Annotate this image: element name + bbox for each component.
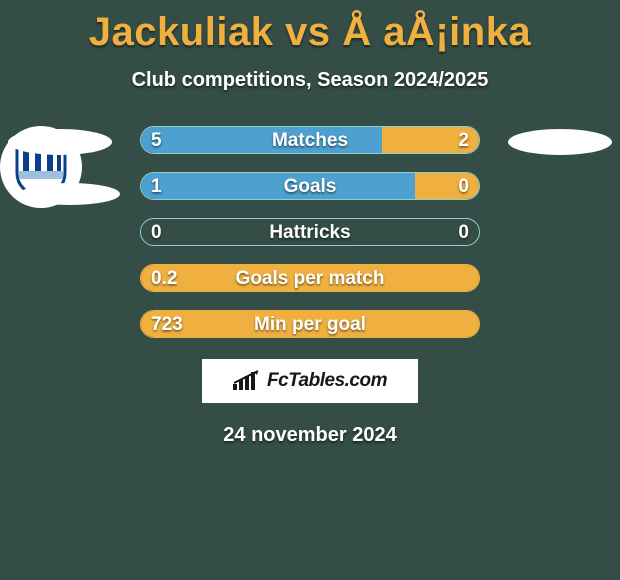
snapshot-date: 24 november 2024 xyxy=(0,424,620,447)
stat-fill-left xyxy=(141,311,479,337)
subtitle: Club competitions, Season 2024/2025 xyxy=(0,69,620,92)
bar-chart-icon xyxy=(233,370,261,392)
stat-row: 52Matches xyxy=(140,126,480,154)
stat-fill-right xyxy=(382,127,479,153)
page-title: Jackuliak vs Å aÅ¡inka xyxy=(0,0,620,55)
stat-row: 0.2Goals per match xyxy=(140,264,480,292)
stat-fill-left xyxy=(141,127,382,153)
stat-row: 723Min per goal xyxy=(140,310,480,338)
player2-club-placeholder-1 xyxy=(508,129,612,155)
player1-name: Jackuliak xyxy=(89,10,274,54)
player1-club-placeholder-2 xyxy=(20,183,120,205)
fctables-text: FcTables.com xyxy=(267,370,387,392)
stat-row: 10Goals xyxy=(140,172,480,200)
stat-value-right: 0 xyxy=(458,219,469,246)
player1-club-placeholder-1 xyxy=(8,129,112,155)
stat-fill-left xyxy=(141,265,479,291)
stat-fill-right xyxy=(415,173,479,199)
title-vs: vs xyxy=(285,10,331,54)
comparison-content: 52Matches 10Goals 0 0Hattricks 0.2Goals per … xyxy=(0,126,620,446)
player2-name: Å aÅ¡inka xyxy=(342,10,531,54)
fctables-badge: FcTables.com xyxy=(202,359,418,403)
comparison-rows: 52Matches 10Goals 0 0Hattricks 0.2Goals per … xyxy=(140,126,480,356)
stat-value-left: 0 xyxy=(151,219,162,246)
stat-label: Hattricks xyxy=(141,219,479,246)
stat-row: 0 0Hattricks xyxy=(140,218,480,246)
